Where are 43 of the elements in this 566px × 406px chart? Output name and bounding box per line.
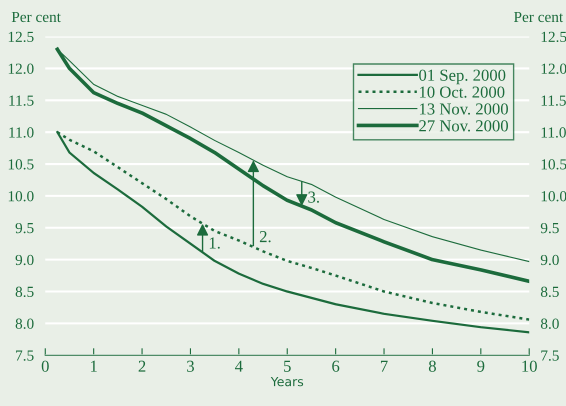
y-tick-label: 8.0 xyxy=(16,318,34,329)
x-tick-label: 5 xyxy=(284,360,291,372)
y2-tick-label: 9.5 xyxy=(540,222,559,234)
y-tick-label: 8.5 xyxy=(16,286,34,298)
y2-tick-label: 7.5 xyxy=(541,350,559,361)
x-tick-label: 7 xyxy=(380,360,388,372)
annotation: 3. xyxy=(308,192,319,203)
y-tick-label: 9.5 xyxy=(16,222,34,234)
y-tick-label: 11.5 xyxy=(9,95,34,106)
y2-tick-label: 11.5 xyxy=(542,95,566,106)
legend-label: 01 Sep. 2000 xyxy=(419,70,506,84)
x-tick-label: 6 xyxy=(332,360,340,372)
y-tick-label: 12.0 xyxy=(8,64,34,74)
y2-tick-label: 12.5 xyxy=(542,32,566,42)
annotation: 1. xyxy=(210,237,220,249)
annotation: 2. xyxy=(260,231,271,242)
y2-tick-label: 8.5 xyxy=(540,286,559,298)
x-tick-label: 1 xyxy=(90,360,97,372)
x-tick-label: 9 xyxy=(477,360,484,372)
y2-axis-title: Per cent xyxy=(514,12,564,22)
x-tick-label: 4 xyxy=(235,360,243,372)
x-axis-title: Years xyxy=(270,377,304,386)
x-tick-label: 8 xyxy=(428,360,436,372)
y-tick-label: 10.0 xyxy=(8,191,34,202)
y-tick-label: 11.0 xyxy=(9,127,34,138)
y2-tick-label: 10.5 xyxy=(542,159,566,170)
y2-tick-label: 12.0 xyxy=(542,64,566,74)
x-tick-label: 2 xyxy=(138,360,146,372)
y2-tick-label: 11.0 xyxy=(542,127,566,138)
y2-tick-label: 8.0 xyxy=(540,318,559,329)
y-tick-label: 12.5 xyxy=(8,32,34,42)
y-tick-label: 9.0 xyxy=(16,254,34,266)
y-tick-label: 10.5 xyxy=(8,159,34,170)
x-tick-label: 3 xyxy=(187,360,194,372)
legend-label: 10 Oct. 2000 xyxy=(420,86,504,98)
legend-label: 13 Nov. 2000 xyxy=(420,103,508,115)
y2-tick-label: 10.0 xyxy=(542,191,566,202)
legend-label: 27 Nov. 2000 xyxy=(419,120,508,132)
y2-tick-label: 9.0 xyxy=(540,254,559,266)
y-axis-title: Per cent xyxy=(12,12,61,22)
y-tick-label: 7.5 xyxy=(16,350,34,361)
x-tick-label: 0 xyxy=(42,360,49,372)
x-tick-label: 10 xyxy=(522,360,537,372)
